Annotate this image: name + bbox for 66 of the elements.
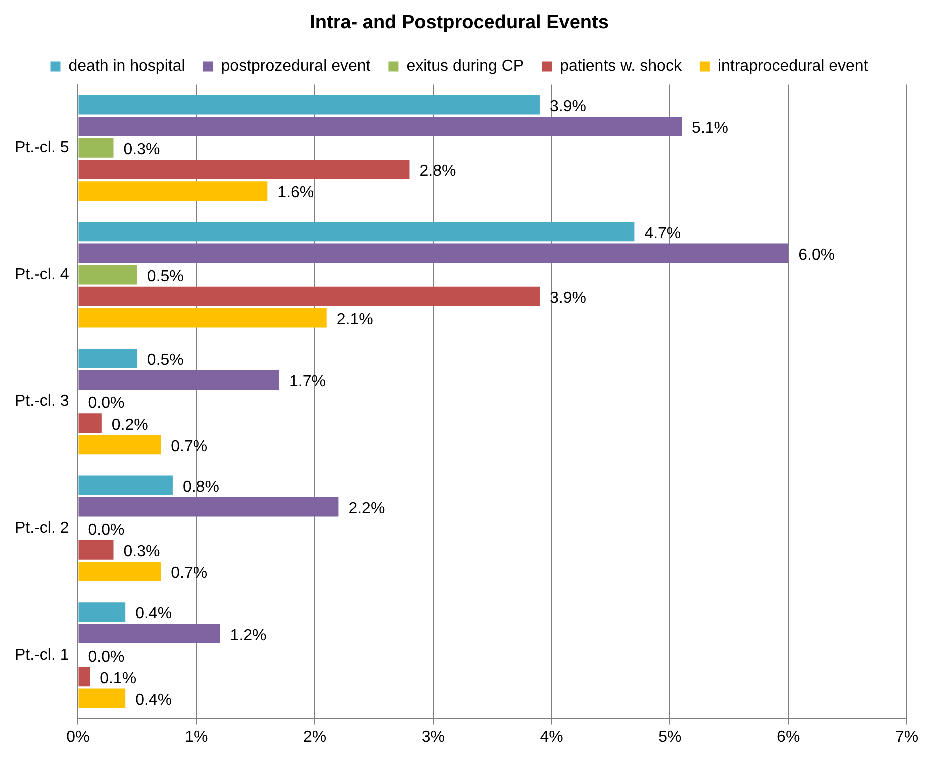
data-label: 0.0% xyxy=(88,522,125,540)
bar xyxy=(78,624,220,644)
x-tick-label: 5% xyxy=(658,728,682,746)
data-label: 2.8% xyxy=(420,163,456,180)
data-label: 0.3% xyxy=(124,142,160,159)
bar xyxy=(78,540,114,560)
y-tick-label: Pt.-cl. 2 xyxy=(15,520,70,538)
data-label: 5.1% xyxy=(692,120,729,138)
bar xyxy=(78,370,280,390)
bar xyxy=(78,222,635,242)
x-tick-label: 4% xyxy=(540,728,564,746)
legend-label: exitus during CP xyxy=(406,58,524,76)
x-tick-label: 0% xyxy=(66,728,90,746)
data-label: 0.7% xyxy=(171,438,208,456)
legend-label: intraprocedural event xyxy=(718,58,869,76)
y-tick-label: Pt.-cl. 3 xyxy=(15,393,70,410)
bar xyxy=(78,435,162,455)
legend-label: postprozedural event xyxy=(221,58,372,76)
data-label: 2.2% xyxy=(348,500,386,518)
y-tick-label: Pt.-cl. 1 xyxy=(15,646,70,664)
bar xyxy=(78,348,138,368)
bar xyxy=(78,182,268,202)
x-tick-label: 1% xyxy=(185,728,208,746)
bar xyxy=(78,160,410,180)
bar xyxy=(78,497,339,517)
data-label: 1.7% xyxy=(290,374,326,391)
legend-label: death in hospital xyxy=(68,58,186,76)
data-label: 1.2% xyxy=(230,627,267,644)
data-label: 0.4% xyxy=(136,692,172,709)
bar xyxy=(78,562,162,582)
y-tick-label: Pt.-cl. 5 xyxy=(15,140,70,157)
data-label: 6.0% xyxy=(798,246,836,264)
bar xyxy=(78,688,126,708)
x-tick-label: 6% xyxy=(777,728,800,746)
data-label: 3.9% xyxy=(550,98,586,116)
data-label: 2.1% xyxy=(336,312,374,329)
bar xyxy=(78,265,138,285)
data-label: 3.9% xyxy=(550,290,586,307)
bar xyxy=(78,244,789,264)
data-label: 0.2% xyxy=(112,416,148,434)
data-label: 0.1% xyxy=(100,670,137,688)
chart-title: Intra- and Postprocedural Events xyxy=(310,12,609,34)
data-label: 0.5% xyxy=(147,352,184,370)
data-label: 1.6% xyxy=(278,184,314,202)
bar xyxy=(78,95,540,115)
bar xyxy=(78,414,102,434)
bar xyxy=(78,476,173,496)
data-label: 0.4% xyxy=(136,606,172,623)
data-label: 0.0% xyxy=(88,648,125,666)
bar xyxy=(78,138,114,158)
x-tick-label: 2% xyxy=(303,728,327,746)
bar xyxy=(78,116,682,136)
legend-label: patients w. shock xyxy=(560,58,683,76)
data-label: 0.0% xyxy=(88,395,125,412)
bar xyxy=(78,667,90,687)
bar xyxy=(78,602,126,622)
bar xyxy=(78,286,540,306)
data-label: 0.8% xyxy=(182,478,220,496)
x-tick-label: 7% xyxy=(895,728,919,746)
data-label: 0.5% xyxy=(147,268,184,286)
x-tick-label: 3% xyxy=(422,728,445,746)
data-label: 4.7% xyxy=(644,225,682,242)
bar xyxy=(78,308,327,328)
y-tick-label: Pt.-cl. 4 xyxy=(15,266,70,284)
data-label: 0.3% xyxy=(124,544,160,561)
data-label: 0.7% xyxy=(171,565,208,582)
